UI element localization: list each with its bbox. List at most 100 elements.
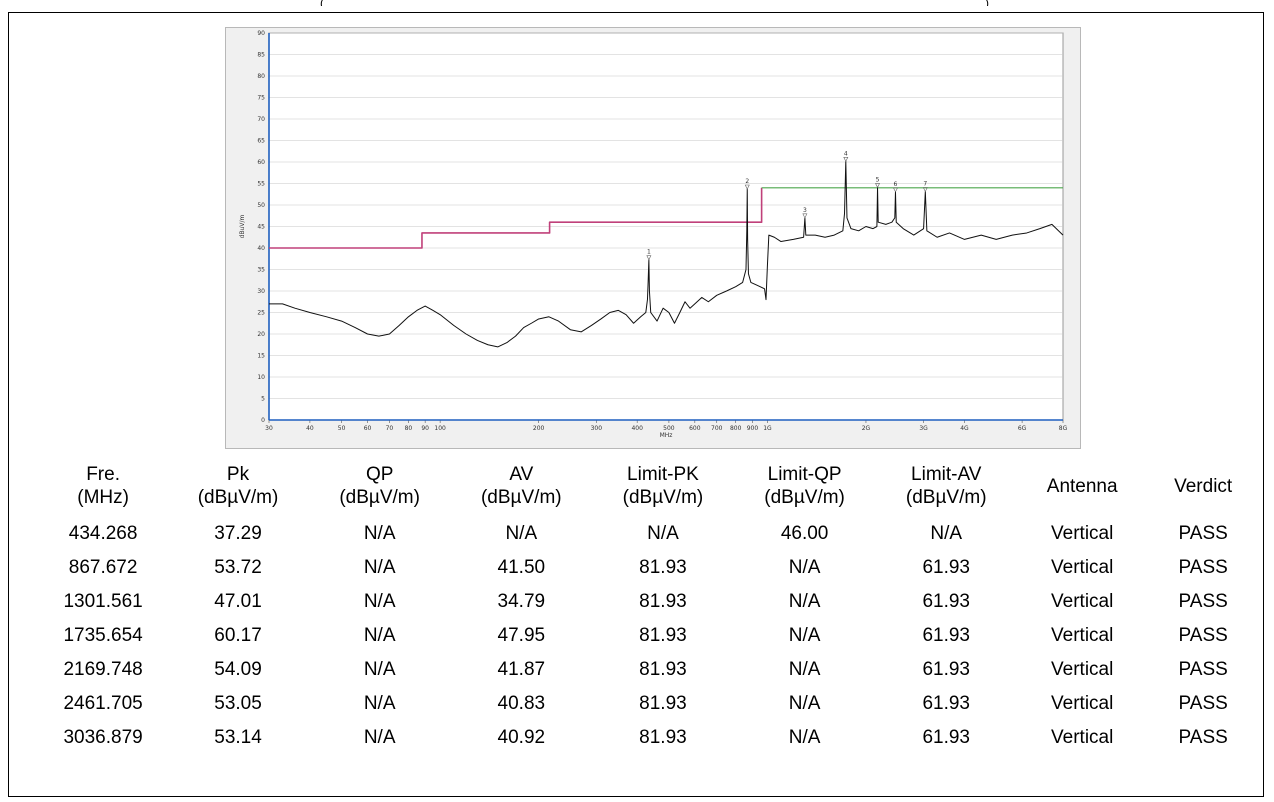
table-cell: Vertical	[1051, 659, 1114, 680]
table-cell: 53.14	[214, 727, 262, 748]
x-tick-label: 700	[711, 425, 723, 432]
table-row: 1735.654 60.17 N/A 47.95 81.93 N/A 61.93 Vertic…	[39, 619, 1259, 653]
table-cell: PASS	[1178, 727, 1228, 748]
table-cell: N/A	[647, 523, 679, 544]
table-cell: Vertical	[1051, 727, 1114, 748]
y-tick-label: 85	[257, 52, 265, 59]
peak-marker-label: 7	[923, 180, 927, 187]
table-cell: N/A	[363, 591, 396, 612]
column-header-line: (dBµV/m)	[622, 487, 704, 508]
column-header-line: Limit-AV	[911, 464, 982, 485]
table-cell: N/A	[788, 625, 821, 646]
column-header: QP (dBµV/m)	[309, 455, 451, 517]
table-cell: N/A	[363, 625, 396, 646]
table-cell: 1735.654	[63, 625, 143, 646]
x-tick-label: 50	[338, 425, 346, 432]
table-cell: PASS	[1178, 693, 1228, 714]
table-row: 434.268 37.29 N/A N/A N/A 46.00 N/A Vertical PAS…	[39, 517, 1259, 551]
measurement-trace	[269, 160, 1064, 348]
column-header: Verdict	[1147, 455, 1259, 517]
table-cell: 34.79	[497, 591, 546, 612]
table-cell: N/A	[363, 659, 396, 680]
table-cell: 46.00	[780, 523, 829, 544]
table-cell: N/A	[505, 523, 538, 544]
column-header-line: Verdict	[1174, 475, 1233, 497]
column-header: Antenna	[1017, 455, 1147, 517]
column-header-line: (dBµV/m)	[764, 487, 845, 508]
y-tick-label: 55	[257, 181, 265, 188]
peak-marker-label: 6	[894, 181, 898, 188]
table-cell: PASS	[1178, 625, 1228, 646]
table-cell: 47.01	[214, 591, 262, 612]
table-cell: 81.93	[639, 625, 687, 646]
x-tick-label: 300	[591, 425, 603, 432]
table-cell: Vertical	[1051, 591, 1114, 612]
column-header: Pk (dBµV/m)	[167, 455, 309, 517]
report-frame: 0 5 10 15 20 25 30 35 40 45 50 55 60 65 70 75 80 85 90 30 40…	[8, 12, 1264, 797]
x-tick-label: 6G	[1018, 425, 1027, 432]
table-cell: N/A	[788, 557, 821, 578]
table-cell: 81.93	[639, 693, 687, 714]
table-cell: 3036.879	[63, 727, 143, 748]
table-row: 867.672 53.72 N/A 41.50 81.93 N/A 61.93 Vertica…	[39, 551, 1259, 585]
table-cell: 81.93	[639, 591, 687, 612]
y-tick-label: 30	[257, 288, 265, 295]
column-header: Limit-AV (dBµV/m)	[875, 455, 1017, 517]
y-tick-label: 15	[257, 353, 265, 360]
table-cell: N/A	[788, 727, 821, 748]
peak-marker-label: 1	[647, 249, 651, 256]
y-tick-label: 25	[257, 310, 265, 317]
y-tick-label: 35	[257, 267, 265, 274]
table-cell: 61.93	[922, 727, 970, 748]
peak-marker	[744, 184, 750, 190]
peak-marker	[843, 156, 849, 162]
x-tick-label: 600	[689, 425, 701, 432]
table-cell: 53.05	[214, 693, 262, 714]
table-cell: 61.93	[922, 557, 970, 578]
column-header: Fre. (MHz)	[39, 455, 167, 517]
top-fragment-left: (	[320, 0, 334, 6]
y-tick-label: 80	[257, 73, 265, 80]
x-tick-label: 60	[364, 425, 372, 432]
table-header-row: Fre. (MHz) Pk (dBµV/m) QP (dBµV/m) AV (dBµV/m) L…	[39, 455, 1259, 517]
column-header-line: Pk	[226, 464, 250, 485]
y-tick-label: 50	[257, 202, 265, 209]
table-cell: 2169.748	[63, 659, 143, 680]
column-header-line: (dBµV/m)	[339, 487, 420, 508]
peak-marker-label: 2	[745, 178, 749, 185]
table-cell: 61.93	[922, 659, 970, 680]
table-row: 2169.748 54.09 N/A 41.87 81.93 N/A 61.93 Vertic…	[39, 653, 1259, 687]
table-cell: N/A	[363, 727, 396, 748]
column-header-line: Fre.	[86, 464, 120, 485]
x-tick-label: 70	[386, 425, 394, 432]
y-tick-label: 70	[257, 116, 265, 123]
x-tick-label: 100	[434, 425, 446, 432]
peak-marker-label: 5	[876, 176, 880, 183]
table-cell: 81.93	[639, 727, 687, 748]
column-header-line: (dBµV/m)	[905, 487, 987, 508]
table-cell: 60.17	[214, 625, 262, 646]
top-fragment-right: )	[985, 0, 999, 6]
x-tick-label: 1G	[763, 425, 772, 432]
table-cell: 40.83	[497, 693, 546, 714]
x-tick-label: 900	[747, 425, 759, 432]
y-tick-label: 10	[257, 374, 265, 381]
table-cell: 54.09	[214, 659, 262, 680]
table-row: 3036.879 53.14 N/A 40.92 81.93 N/A 61.93 Vertic…	[39, 721, 1259, 755]
table-cell: 867.672	[68, 557, 138, 578]
y-tick-label: 20	[257, 331, 265, 338]
x-tick-label: 3G	[919, 425, 928, 432]
table-cell: N/A	[363, 557, 396, 578]
table-cell: Vertical	[1051, 557, 1114, 578]
column-header-line: QP	[365, 464, 394, 485]
table-row: 2461.705 53.05 N/A 40.83 81.93 N/A 61.93 Vertic…	[39, 687, 1259, 721]
x-tick-label: 800	[730, 425, 742, 432]
table-cell: N/A	[363, 693, 396, 714]
peak-marker	[802, 213, 808, 219]
column-header-line: (dBµV/m)	[197, 487, 279, 508]
table-cell: N/A	[788, 693, 821, 714]
table-cell: Vertical	[1051, 693, 1114, 714]
y-tick-label: 0	[261, 417, 265, 424]
table-cell: 61.93	[922, 591, 970, 612]
